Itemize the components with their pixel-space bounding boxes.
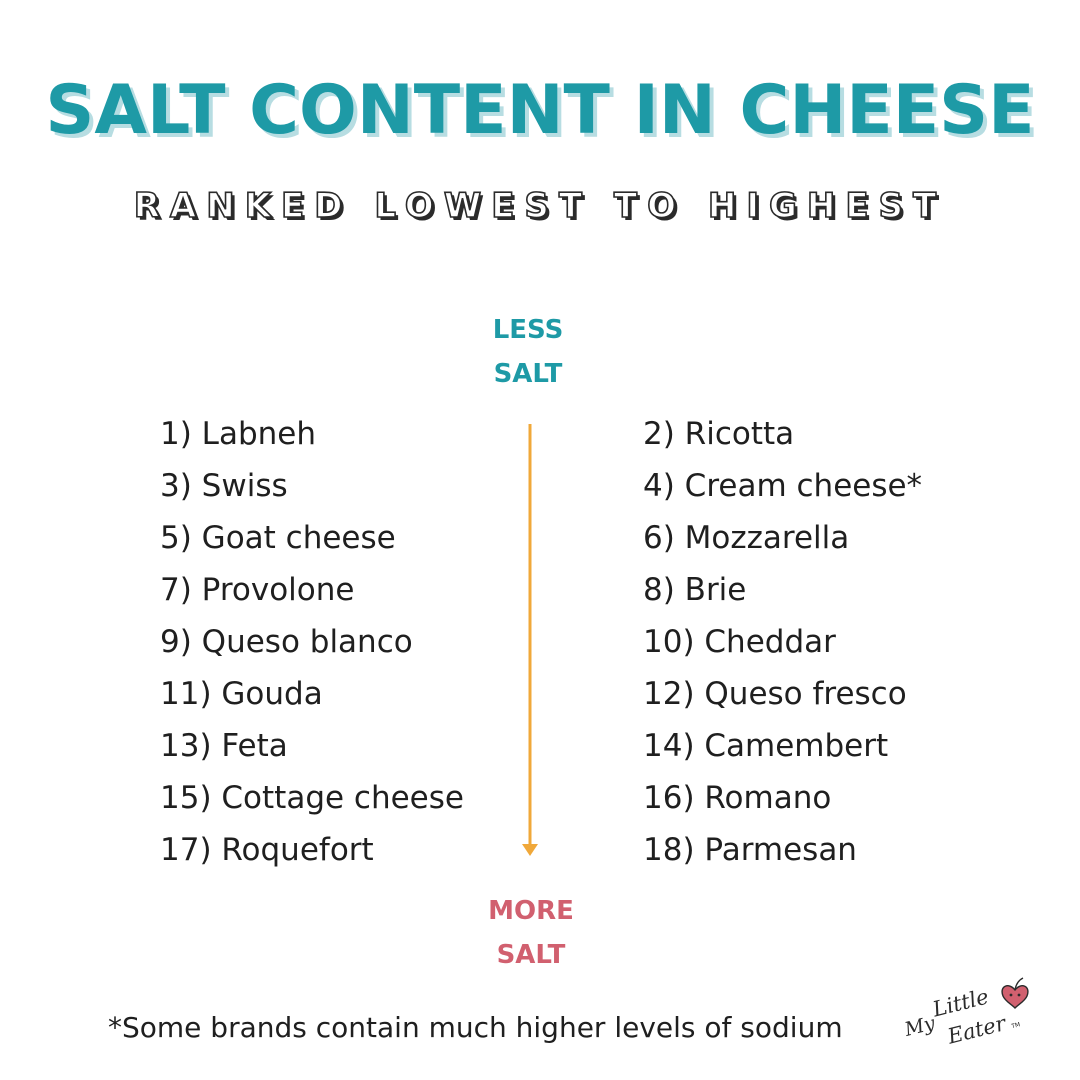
my-little-eater-logo: My Little Eater TM xyxy=(902,977,1029,1049)
more-salt-line2: SALT xyxy=(496,940,566,970)
list-item: 5) Goat cheese xyxy=(160,520,396,556)
svg-text:TM: TM xyxy=(1010,1021,1021,1030)
list-item: 17) Roquefort xyxy=(160,832,374,868)
list-item: 2) Ricotta xyxy=(643,416,795,452)
list-item: 3) Swiss xyxy=(160,468,288,504)
list-item: 13) Feta xyxy=(160,728,288,764)
less-salt-label: LESS SALT xyxy=(468,308,588,396)
list-item: 7) Provolone xyxy=(160,572,355,608)
list-item: 9) Queso blanco xyxy=(160,624,413,660)
list-item: 1) Labneh xyxy=(160,416,316,452)
list-item: 4) Cream cheese* xyxy=(643,468,923,504)
list-item: 8) Brie xyxy=(643,572,747,608)
list-item: 18) Parmesan xyxy=(643,832,857,868)
list-item: 10) Cheddar xyxy=(643,624,836,660)
list-item: 14) Camembert xyxy=(643,728,889,764)
list-item: 12) Queso fresco xyxy=(643,676,907,712)
list-item: 16) Romano xyxy=(643,780,832,816)
cheese-list-left: 1) Labneh 3) Swiss 5) Goat cheese 7) Pro… xyxy=(160,408,464,876)
more-salt-line1: MORE xyxy=(488,896,574,926)
less-salt-line2: SALT xyxy=(493,359,563,389)
list-item: 15) Cottage cheese xyxy=(160,780,464,816)
less-salt-line1: LESS xyxy=(492,315,564,345)
cheese-list-right: 2) Ricotta 4) Cream cheese* 6) Mozzarell… xyxy=(643,408,922,876)
page-subtitle: RANKED LOWEST TO HIGHEST xyxy=(133,185,947,227)
down-arrow-icon xyxy=(522,424,538,856)
svg-text:My: My xyxy=(902,1012,938,1041)
page-title: SALT CONTENT IN CHEESE xyxy=(45,71,1035,150)
list-item: 11) Gouda xyxy=(160,676,323,712)
footnote: *Some brands contain much higher levels … xyxy=(108,1011,843,1044)
apple-heart-icon xyxy=(1001,977,1029,1009)
more-salt-label: MORE SALT xyxy=(471,889,591,977)
list-item: 6) Mozzarella xyxy=(643,520,850,556)
